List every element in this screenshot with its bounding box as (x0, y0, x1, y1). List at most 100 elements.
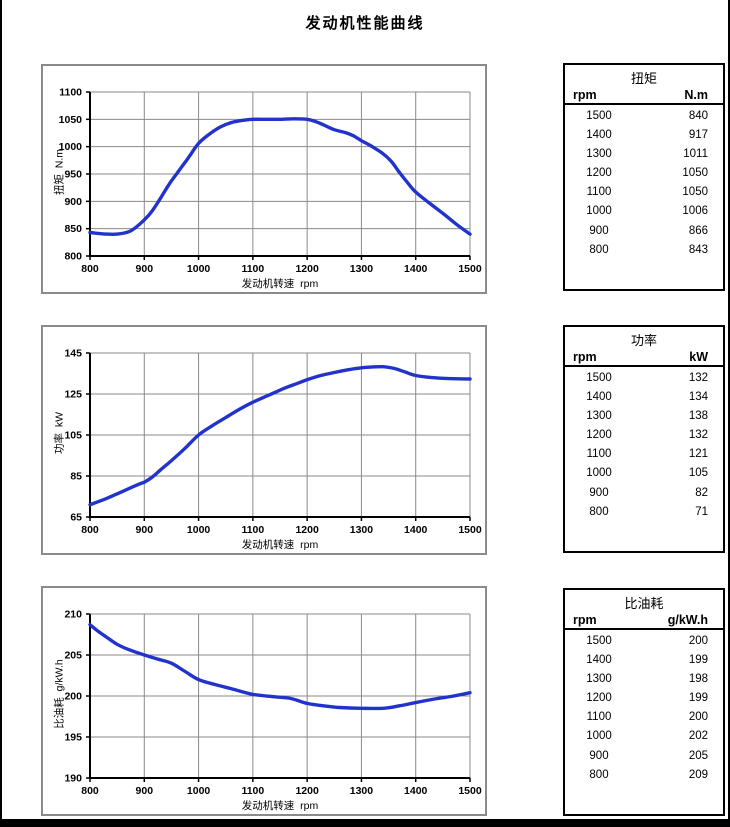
svg-text:800: 800 (81, 263, 99, 275)
rpm-cell: 800 (589, 505, 609, 518)
table-row: 900 866 (565, 222, 723, 241)
value-cell: 1050 (682, 167, 708, 180)
value-cell: 1050 (682, 186, 708, 199)
value-cell: 82 (695, 486, 708, 499)
fuel-consumption-table-body: 1500 200 1400 199 1300 198 1200 199 1100 200 1000 2… (565, 630, 723, 785)
svg-text:105: 105 (64, 430, 82, 442)
rpm-cell: 900 (589, 749, 609, 762)
svg-text:800: 800 (81, 524, 99, 536)
column-header-gkwh: g/kW.h (667, 613, 708, 627)
rpm-cell: 1100 (586, 711, 612, 724)
table-row: 1100 200 (565, 708, 723, 727)
table-row: 900 205 (565, 747, 723, 766)
table-row: 1000 1006 (565, 202, 723, 221)
svg-text:900: 900 (136, 524, 154, 536)
value-cell: 199 (688, 692, 708, 705)
value-cell: 917 (688, 129, 708, 142)
svg-text:1000: 1000 (187, 263, 211, 275)
value-cell: 200 (688, 711, 708, 724)
table-row: 1400 917 (565, 126, 723, 145)
torque-curve (88, 117, 472, 237)
value-cell: 1006 (682, 205, 708, 218)
torque-table-header: rpm N.m (565, 85, 723, 105)
svg-text:1400: 1400 (404, 263, 428, 275)
svg-text:1100: 1100 (241, 263, 264, 275)
torque-chart-panel: 扭矩 N.m 800 900 1000 1100 1200 1300 1400 1500 800… (41, 64, 487, 294)
table-row: 1200 132 (565, 426, 723, 445)
value-cell: 840 (688, 110, 708, 122)
table-row: 1000 202 (565, 727, 723, 746)
svg-text:900: 900 (136, 263, 154, 275)
value-cell: 132 (688, 429, 708, 442)
svg-text:1200: 1200 (295, 785, 319, 797)
svg-text:800: 800 (81, 785, 99, 797)
table-row: 1200 199 (565, 689, 723, 708)
power-table-header: rpm kW (565, 347, 723, 367)
rpm-cell: 1000 (586, 730, 612, 743)
table-row: 1300 1011 (565, 145, 723, 164)
rpm-cell: 1400 (586, 654, 612, 667)
svg-text:800: 800 (64, 251, 82, 263)
value-cell: 202 (688, 730, 708, 743)
svg-text:1400: 1400 (404, 524, 428, 536)
power-x-axis-label: 发动机转速 rpm (241, 539, 319, 551)
table-row: 800 843 (565, 241, 723, 260)
svg-text:1050: 1050 (59, 114, 83, 126)
table-row: 1100 1050 (565, 183, 723, 202)
table-row: 800 71 (565, 503, 723, 522)
table-row: 1200 1050 (565, 164, 723, 183)
table-row: 900 82 (565, 484, 723, 503)
rpm-cell: 1500 (586, 110, 612, 122)
column-header-rpm: rpm (573, 350, 597, 364)
svg-text:1500: 1500 (458, 263, 482, 275)
fuel-consumption-chart-panel: 比油耗 g/kW.h 800 900 1000 1100 1200 1300 1400 150… (41, 586, 487, 816)
value-cell: 866 (688, 224, 708, 237)
page-border-bottom (0, 819, 730, 827)
rpm-cell: 1400 (586, 129, 612, 142)
torque-x-axis-label: 发动机转速 rpm (241, 278, 319, 290)
table-row: 1500 200 (565, 632, 723, 651)
power-chart: 800 900 1000 1100 1200 1300 1400 1500 65 85 105 125… (64, 348, 481, 537)
value-cell: 71 (695, 505, 708, 518)
rpm-cell: 1200 (586, 692, 612, 705)
value-cell: 200 (688, 635, 708, 647)
value-cell: 1011 (683, 148, 708, 161)
value-cell: 209 (688, 768, 708, 781)
rpm-cell: 1500 (586, 372, 612, 384)
torque-table-body: 1500 840 1400 917 1300 1011 1200 1050 1100 1050 10… (565, 105, 723, 260)
fuel-consumption-table-header: rpm g/kW.h (565, 610, 723, 630)
rpm-cell: 800 (589, 243, 609, 256)
svg-text:125: 125 (64, 389, 82, 401)
table-row: 1400 134 (565, 388, 723, 407)
table-row: 1400 199 (565, 651, 723, 670)
page-border-left (0, 0, 2, 827)
svg-text:1000: 1000 (59, 141, 83, 153)
svg-text:1500: 1500 (458, 524, 482, 536)
table-row: 1500 840 (565, 107, 723, 126)
svg-text:1100: 1100 (241, 524, 264, 536)
svg-text:190: 190 (64, 773, 82, 785)
rpm-cell: 1000 (586, 467, 612, 480)
value-cell: 843 (688, 243, 708, 256)
rpm-cell: 900 (589, 486, 609, 499)
power-chart-panel: 功率 kW 800 900 1000 1100 1200 1300 1400 1500 65 85… (41, 325, 487, 555)
rpm-cell: 1100 (586, 448, 612, 461)
table-row: 1100 121 (565, 445, 723, 464)
rpm-cell: 1200 (586, 429, 612, 442)
power-table: 功率 rpm kW 1500 132 1400 134 1300 138 1200 132 11… (563, 325, 725, 553)
column-header-nm: N.m (684, 88, 708, 102)
specific-fuel-consumption-curve (88, 623, 472, 711)
svg-text:65: 65 (70, 512, 82, 524)
svg-text:1300: 1300 (350, 524, 374, 536)
svg-text:1400: 1400 (404, 785, 428, 797)
value-cell: 138 (688, 410, 708, 423)
torque-table: 扭矩 rpm N.m 1500 840 1400 917 1300 1011 1200 105… (563, 63, 725, 291)
value-cell: 132 (688, 372, 708, 384)
fuel-consumption-chart: 800 900 1000 1100 1200 1300 1400 1500 190 195 200 2… (64, 609, 481, 798)
fuel-consumption-table: 比油耗 rpm g/kW.h 1500 200 1400 199 1300 198 1200… (563, 588, 725, 816)
svg-text:210: 210 (64, 609, 82, 621)
rpm-cell: 1300 (586, 410, 612, 423)
rpm-cell: 800 (589, 768, 609, 781)
torque-table-title: 扭矩 (630, 71, 657, 86)
svg-text:1200: 1200 (295, 524, 319, 536)
